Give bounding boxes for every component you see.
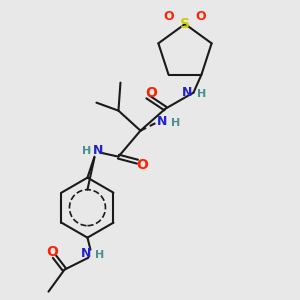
Text: S: S xyxy=(180,17,190,31)
Text: O: O xyxy=(46,245,58,259)
Text: O: O xyxy=(196,10,206,22)
Text: H: H xyxy=(197,89,206,99)
Text: H: H xyxy=(171,118,180,128)
Text: H: H xyxy=(95,250,104,260)
Text: O: O xyxy=(146,86,158,100)
Text: N: N xyxy=(93,144,103,157)
Text: H: H xyxy=(82,146,91,156)
Text: O: O xyxy=(164,10,174,22)
Text: N: N xyxy=(81,247,92,260)
Text: N: N xyxy=(182,86,193,99)
Text: N: N xyxy=(157,115,168,128)
Text: O: O xyxy=(136,158,148,172)
